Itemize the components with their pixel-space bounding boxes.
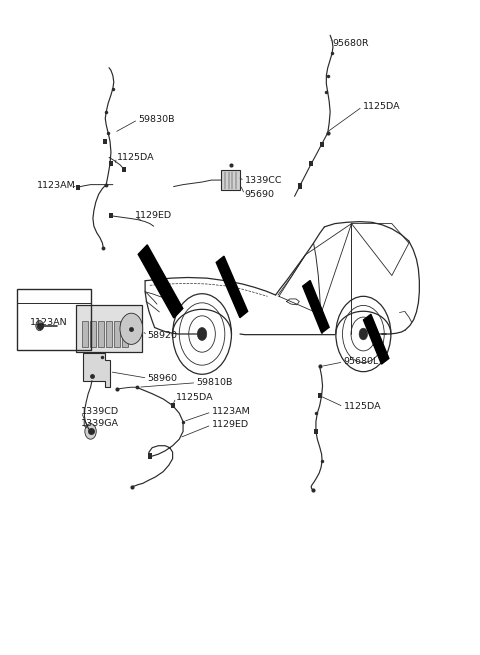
Text: 1123AM: 1123AM [37, 181, 76, 191]
Text: 1339CD: 1339CD [81, 407, 119, 417]
FancyArrow shape [363, 314, 389, 364]
Circle shape [88, 371, 96, 381]
Circle shape [197, 328, 207, 341]
Text: 1123AM: 1123AM [212, 407, 250, 417]
Text: 1339CC: 1339CC [245, 176, 282, 185]
Bar [90, 321, 96, 347]
Bar [109, 161, 113, 166]
Text: 95680L: 95680L [343, 358, 379, 366]
Circle shape [120, 313, 143, 345]
Bar [221, 170, 240, 190]
Bar [109, 213, 113, 218]
Text: 58920: 58920 [147, 331, 178, 340]
Text: 1123AN: 1123AN [30, 318, 68, 327]
FancyArrow shape [138, 245, 183, 318]
Circle shape [359, 328, 368, 340]
Text: 1125DA: 1125DA [343, 402, 381, 411]
Bar [318, 393, 322, 398]
Text: 59830B: 59830B [138, 115, 175, 124]
Text: 95690: 95690 [245, 190, 275, 199]
Text: 1129ED: 1129ED [135, 212, 172, 220]
Text: 1125DA: 1125DA [176, 393, 214, 402]
Bar [148, 453, 152, 458]
Bar [103, 138, 107, 143]
Polygon shape [84, 354, 109, 387]
Circle shape [85, 424, 96, 440]
Bar [17, 289, 91, 350]
Text: 1125DA: 1125DA [117, 153, 154, 162]
Bar [122, 167, 126, 172]
Bar [171, 403, 175, 408]
Circle shape [36, 320, 43, 331]
Text: 95680R: 95680R [333, 39, 369, 48]
FancyArrow shape [216, 256, 248, 318]
Bar [309, 161, 313, 166]
Text: 58960: 58960 [147, 373, 178, 383]
Bar [320, 141, 324, 147]
Text: 1125DA: 1125DA [363, 102, 401, 111]
Bar [298, 183, 301, 189]
Bar [314, 429, 318, 434]
Bar [106, 321, 112, 347]
Bar [82, 321, 88, 347]
Bar [76, 185, 80, 190]
Text: 1129ED: 1129ED [212, 421, 249, 430]
Text: 1339GA: 1339GA [81, 419, 119, 428]
Text: 59810B: 59810B [196, 378, 233, 387]
Bar [76, 305, 142, 352]
Circle shape [99, 353, 105, 361]
Bar [122, 321, 128, 347]
Bar [114, 321, 120, 347]
FancyArrow shape [303, 280, 329, 333]
Bar [97, 321, 104, 347]
